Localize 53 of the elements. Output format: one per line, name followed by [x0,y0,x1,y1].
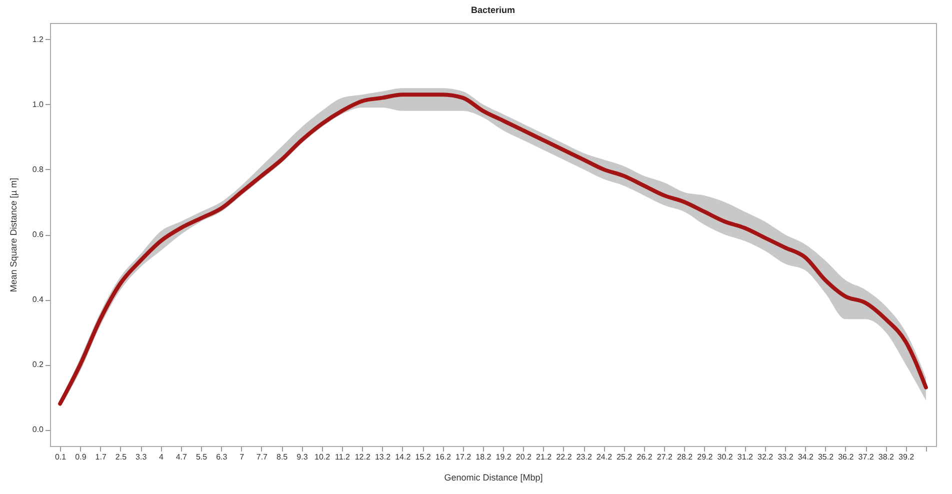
x-tick-label: 4.7 [176,452,188,462]
x-tick-label: 6.3 [216,452,228,462]
x-tick-label: 10.2 [314,452,331,462]
x-tick-label: 1.7 [95,452,107,462]
x-tick-label: 8.5 [276,452,288,462]
x-tick-label: 24.2 [596,452,613,462]
y-axis-title: Mean Square Distance [µ m] [8,178,18,292]
x-tick-label: 5.5 [196,452,208,462]
x-tick-label: 29.2 [697,452,714,462]
x-tick-label: 7.7 [256,452,268,462]
x-tick-label: 33.2 [778,452,794,462]
x-tick-label: 15.2 [415,452,432,462]
x-tick-label: 36.2 [838,452,854,462]
x-tick-label: 25.2 [616,452,633,462]
x-tick-label: 17.2 [456,452,472,462]
y-tick-label: 0.8 [32,164,44,174]
x-tick-label: 16.2 [435,452,452,462]
y-tick-label: 0.6 [32,230,44,239]
x-tick-label: 2.5 [115,452,128,462]
y-tick-label: 0.2 [32,360,44,370]
x-tick-label: 37.2 [858,452,874,462]
x-tick-label: 4 [159,452,164,462]
chart-title: Bacterium [470,5,516,15]
x-tick-label: 18.2 [476,452,492,462]
x-tick-label: 22.2 [556,452,572,462]
x-tick-label: 39.2 [898,452,915,462]
x-tick-label: 26.2 [636,452,653,462]
y-tick-label: 1.0 [32,100,44,109]
x-tick-label: 12.2 [354,452,371,462]
x-tick-label: 23.2 [576,452,592,462]
x-tick-label: 14.2 [395,452,412,462]
y-tick-label: 0.4 [32,295,44,304]
x-tick-label: 31.2 [737,452,754,462]
x-tick-label: 32.2 [758,452,774,462]
x-tick-label: 35.2 [818,452,834,462]
x-tick-label: 34.2 [798,452,814,462]
x-axis-title: Genomic Distance [Mbp] [444,472,543,482]
x-tick-label: 28.2 [677,452,694,462]
x-tick-label: 27.2 [656,452,673,462]
x-tick-label: 0.9 [75,452,87,462]
x-tick-label: 21.2 [536,452,552,462]
x-tick-label: 13.2 [374,452,392,462]
x-tick-label: 9.3 [296,452,308,462]
x-tick-label: 38.2 [878,452,894,462]
x-tick-label: 20.2 [516,452,532,462]
x-tick-label: 11.2 [334,452,351,462]
x-tick-label: 7 [240,452,245,462]
y-tick-label: 0.0 [32,425,44,434]
x-tick-label: 0.1 [55,452,67,462]
y-tick-label: 1.2 [32,34,44,44]
x-tick-label: 19.2 [496,452,512,462]
x-tick-label: 30.2 [717,452,734,462]
x-tick-label: 3.3 [136,452,148,462]
